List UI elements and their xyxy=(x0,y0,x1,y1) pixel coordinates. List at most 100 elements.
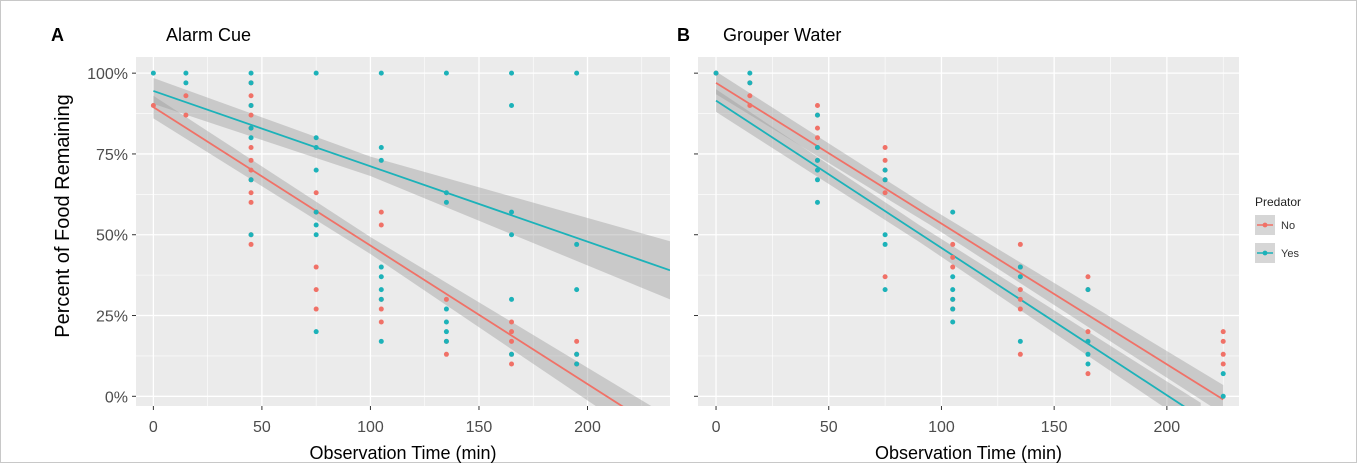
y-tick-label: 0% xyxy=(105,389,128,406)
data-point-yes xyxy=(950,306,956,312)
data-point-yes xyxy=(1085,338,1091,344)
data-point-no xyxy=(378,222,384,228)
data-point-no xyxy=(814,102,820,108)
data-point-yes xyxy=(814,157,820,163)
data-point-no xyxy=(150,102,156,108)
data-point-yes xyxy=(882,232,888,238)
data-point-yes xyxy=(313,135,319,141)
plot-area xyxy=(150,70,670,406)
data-point-yes xyxy=(443,190,449,196)
data-point-yes xyxy=(378,144,384,150)
y-tick-label: 50% xyxy=(96,228,128,245)
data-point-no xyxy=(747,93,753,99)
data-point-yes xyxy=(574,361,580,367)
data-point-yes xyxy=(814,177,820,183)
data-point-yes xyxy=(313,144,319,150)
legend-item-no: No xyxy=(1255,215,1295,235)
data-point-yes xyxy=(313,209,319,215)
x-tick-label: 0 xyxy=(149,419,158,436)
data-point-yes xyxy=(814,112,820,118)
panel-a: 0 50 100 150 200 0% 25% 50% 75% 100% A Alarm Cue Obs… xyxy=(51,25,670,463)
data-point-yes xyxy=(248,70,254,76)
x-tick-label: 50 xyxy=(820,419,838,436)
data-point-no xyxy=(1220,329,1226,335)
data-point-yes xyxy=(1017,274,1023,280)
data-point-yes xyxy=(1017,264,1023,270)
data-point-no xyxy=(248,144,254,150)
x-tick-label: 200 xyxy=(574,419,601,436)
data-point-no xyxy=(313,306,319,312)
x-tick-label: 100 xyxy=(928,419,955,436)
data-point-no xyxy=(950,241,956,247)
confidence-band-yes xyxy=(153,78,670,300)
data-point-yes xyxy=(443,329,449,335)
data-point-no xyxy=(248,93,254,99)
data-point-no xyxy=(1220,361,1226,367)
data-point-no xyxy=(1017,296,1023,302)
data-point-yes xyxy=(509,232,515,238)
data-point-yes xyxy=(882,167,888,173)
data-point-no xyxy=(443,296,449,302)
data-point-yes xyxy=(814,144,820,150)
data-point-yes xyxy=(814,167,820,173)
data-point-yes xyxy=(950,296,956,302)
x-tick-label: 150 xyxy=(1041,419,1068,436)
data-point-yes xyxy=(509,102,515,108)
data-point-yes xyxy=(713,70,719,76)
data-point-yes xyxy=(950,274,956,280)
data-point-yes xyxy=(950,319,956,325)
data-point-no xyxy=(313,190,319,196)
plot-area xyxy=(713,70,1226,406)
data-point-yes xyxy=(248,125,254,131)
data-point-no xyxy=(248,199,254,205)
data-point-yes xyxy=(509,351,515,357)
data-point-no xyxy=(747,102,753,108)
data-point-yes xyxy=(509,70,515,76)
data-point-yes xyxy=(313,70,319,76)
data-point-yes xyxy=(1017,338,1023,344)
data-point-no xyxy=(443,351,449,357)
data-point-no xyxy=(882,274,888,280)
data-point-no xyxy=(248,167,254,173)
data-point-no xyxy=(248,157,254,163)
data-point-yes xyxy=(443,319,449,325)
data-point-no xyxy=(313,287,319,293)
data-point-yes xyxy=(183,70,189,76)
data-point-no xyxy=(1220,338,1226,344)
data-point-yes xyxy=(814,199,820,205)
data-point-yes xyxy=(313,222,319,228)
data-point-no xyxy=(1017,351,1023,357)
plot-background xyxy=(698,57,1239,406)
data-point-yes xyxy=(509,296,515,302)
fit-line-no xyxy=(715,82,1224,401)
x-axis-label: Observation Time (min) xyxy=(309,443,496,463)
data-point-yes xyxy=(882,241,888,247)
legend-item-yes: Yes xyxy=(1255,243,1299,263)
data-point-yes xyxy=(443,70,449,76)
data-point-yes xyxy=(950,209,956,215)
data-point-no xyxy=(509,329,515,335)
data-point-no xyxy=(248,241,254,247)
data-point-yes xyxy=(248,102,254,108)
data-point-no xyxy=(882,144,888,150)
data-point-yes xyxy=(313,167,319,173)
x-tick-label: 50 xyxy=(253,419,271,436)
data-point-yes xyxy=(378,296,384,302)
data-point-yes xyxy=(1085,361,1091,367)
panel-b: 0 50 100 150 200 B Grouper Water Observation Ti… xyxy=(677,25,1239,463)
legend-dot-no xyxy=(1262,222,1268,228)
y-tick-label: 100% xyxy=(87,66,128,83)
data-point-yes xyxy=(1085,287,1091,293)
y-tick-label: 25% xyxy=(96,309,128,326)
data-point-yes xyxy=(950,287,956,293)
data-point-yes xyxy=(1220,393,1226,399)
legend: Predator No Yes xyxy=(1255,195,1301,263)
data-point-yes xyxy=(1085,351,1091,357)
data-point-no xyxy=(313,264,319,270)
legend-label-no: No xyxy=(1281,220,1295,232)
data-point-yes xyxy=(378,70,384,76)
data-point-no xyxy=(1017,287,1023,293)
data-point-no xyxy=(378,306,384,312)
data-point-yes xyxy=(443,199,449,205)
